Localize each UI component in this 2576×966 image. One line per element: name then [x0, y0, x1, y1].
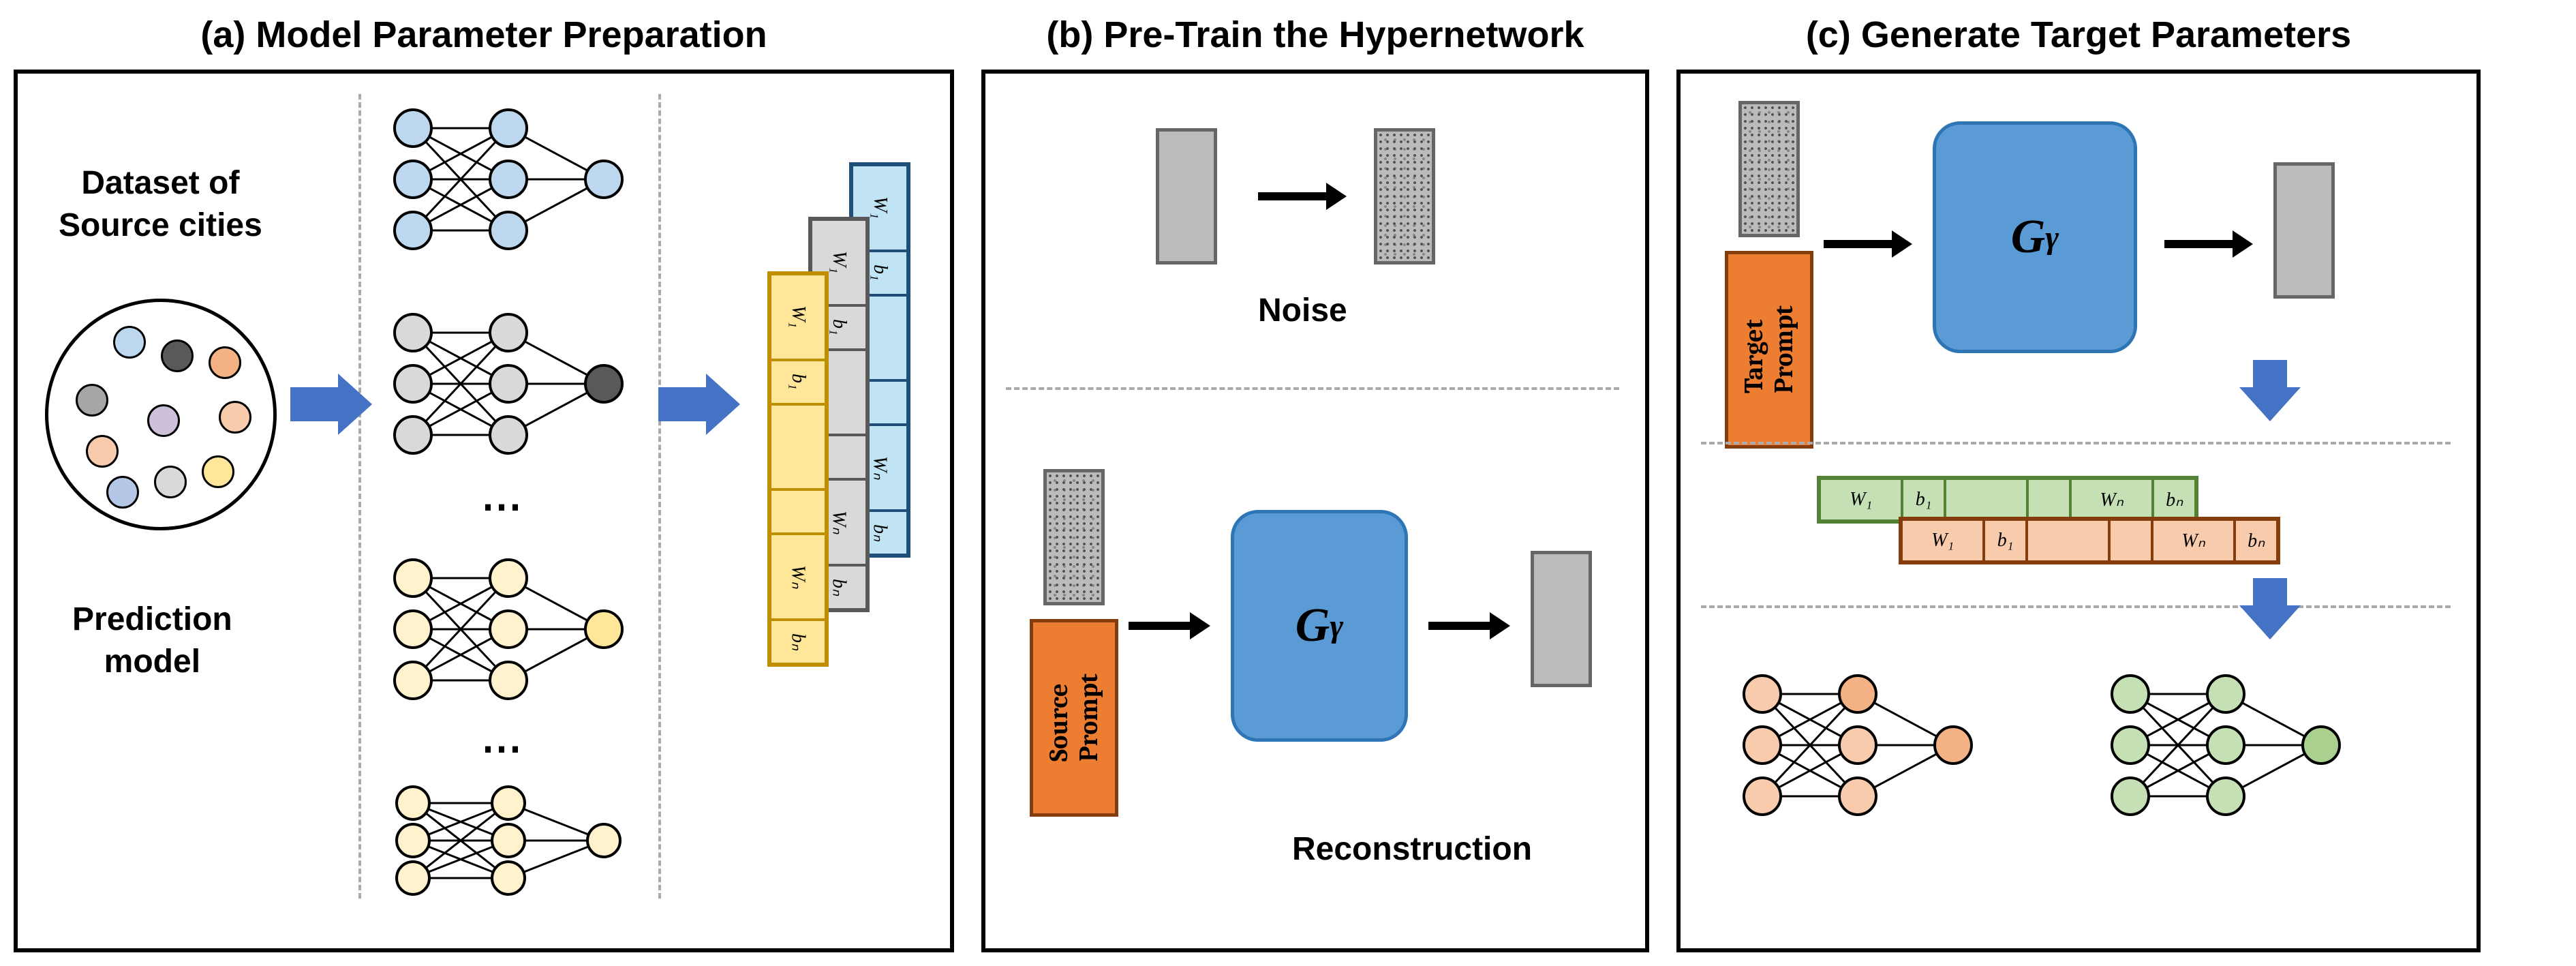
arrow-from-hypernet-b: [1428, 612, 1510, 639]
cell: bₙ: [770, 620, 826, 664]
cell: bₙ: [2153, 479, 2196, 521]
title-b: (b) Pre-Train the Hypernetwork: [981, 14, 1649, 56]
nn-gray: [386, 305, 645, 462]
dataset-circle: [45, 299, 277, 530]
panel-b-box: Noise SourcePrompt Gγ Reconstruction: [981, 70, 1649, 952]
noisy-param-b2: [1043, 469, 1105, 605]
nn-yellow: [386, 551, 645, 708]
ellipsis: ⋯: [481, 483, 522, 530]
cell: [770, 489, 826, 534]
title-a: (a) Model Parameter Preparation: [14, 14, 954, 56]
dot: [113, 326, 146, 359]
noisy-param-c: [1738, 101, 1800, 237]
cell: [1945, 479, 2027, 521]
dot: [202, 455, 234, 488]
hypernet-b: Gγ: [1231, 510, 1408, 742]
arrow-down-c1: [2239, 360, 2301, 421]
cell: bₙ: [2235, 519, 2278, 562]
dot: [154, 466, 187, 498]
dot: [209, 346, 241, 379]
dash-h-b: [1006, 387, 1619, 390]
nn-orange: [1735, 667, 1994, 824]
cell: b₁: [770, 360, 826, 404]
target-prompt: TargetPrompt: [1725, 251, 1813, 449]
cell: b₁: [1984, 519, 2027, 562]
recon-label: Reconstruction: [1292, 830, 1532, 868]
ellipsis2: ⋯: [481, 725, 522, 772]
cell: W₁: [1901, 519, 1984, 562]
dot: [147, 404, 180, 437]
dash-v1: [358, 94, 361, 899]
dot: [219, 401, 251, 434]
title-c: (c) Generate Target Parameters: [1676, 14, 2481, 56]
arrow-nn-to-params: [658, 374, 740, 435]
cell: Wₙ: [2152, 519, 2235, 562]
arrow-to-hypernet-c: [1824, 230, 1912, 258]
nn-green: [2103, 667, 2362, 824]
dot: [86, 435, 119, 468]
arrow-from-hypernet-c: [2164, 230, 2253, 258]
noise-label: Noise: [1258, 292, 1347, 329]
recon-param: [1531, 551, 1592, 687]
panel-c-box: TargetPrompt Gγ W₁ b₁ Wₙ bₙ W₁ b₁ W: [1676, 70, 2481, 952]
cell: Wₙ: [2070, 479, 2153, 521]
dot: [161, 339, 194, 372]
hypernet-c: Gγ: [1933, 121, 2137, 353]
cell: [2109, 519, 2152, 562]
noisy-param-b1: [1374, 128, 1435, 265]
cell: Wₙ: [770, 534, 826, 620]
dot: [76, 384, 108, 417]
dash-v2: [658, 94, 661, 899]
panel-a-box: Dataset ofSource cities Predictionmodel: [14, 70, 954, 952]
gen-param: [2273, 162, 2335, 299]
param-strip-yellow: W₁ b₁ Wₙ bₙ: [767, 271, 829, 667]
cell: b₁: [1902, 479, 1945, 521]
arrow-to-hypernet-b: [1129, 612, 1210, 639]
cell: W₁: [1820, 479, 1902, 521]
nn-bottom: [386, 783, 645, 899]
arrow-down-c2: [2239, 578, 2301, 639]
arrow-data-to-nn: [290, 374, 372, 435]
dataset-label: Dataset ofSource cities: [59, 162, 262, 247]
cell: [2027, 479, 2070, 521]
source-prompt: SourcePrompt: [1030, 619, 1118, 817]
cell: [2027, 519, 2109, 562]
clean-param-b1: [1156, 128, 1217, 265]
param-strip-orange: W₁ b₁ Wₙ bₙ: [1899, 517, 2280, 564]
arrow-noise: [1258, 183, 1347, 210]
dash-h-c2: [1701, 605, 2451, 608]
dot: [106, 476, 139, 509]
prediction-label: Predictionmodel: [72, 599, 232, 684]
cell: W₁: [770, 274, 826, 360]
cell: [770, 404, 826, 490]
nn-blue: [386, 101, 645, 258]
dash-h-c1: [1701, 442, 2451, 444]
